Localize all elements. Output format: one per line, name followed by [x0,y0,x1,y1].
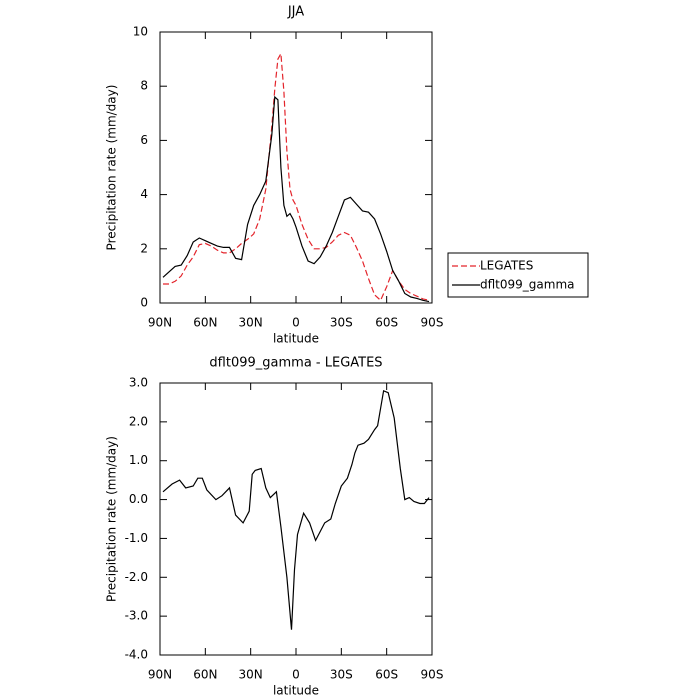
y-tick-label: 3.0 [129,376,148,390]
y-axis-label: Precipitation rate (mm/day) [105,436,119,602]
x-tick-label: 60N [193,668,217,682]
data-line [162,389,430,630]
x-tick-label: 30S [330,668,353,682]
legend-label: dflt099_gamma [480,278,575,292]
x-tick-label: 60S [375,668,398,682]
legend-box [447,252,589,298]
x-tick-label: 60S [375,316,398,330]
y-tick-label: 1.0 [129,453,148,467]
data-line [163,51,430,302]
x-axis-label: latitude [273,332,319,346]
legend: LEGATES dflt099_gamma [447,252,589,298]
y-tick-label: 6 [140,133,148,147]
y-tick-label: -3.0 [125,609,148,623]
x-tick-label: 90N [148,316,172,330]
chart-title: dflt099_gamma - LEGATES [209,356,382,371]
y-tick-label: -2.0 [125,570,148,584]
y-axis-label: Precipitation rate (mm/day) [105,85,119,251]
y-tick-label: 2.0 [129,414,148,428]
x-tick-label: 0 [292,668,300,682]
x-tick-label: 30S [330,316,353,330]
x-tick-label: 0 [292,316,300,330]
plot-frame [159,382,433,656]
y-tick-label: 8 [140,79,148,93]
y-tick-label: -4.0 [125,648,148,662]
x-tick-label: 90S [421,316,444,330]
x-tick-label: 90S [421,668,444,682]
legend-label: LEGATES [480,259,533,273]
y-tick-label: 2 [140,241,148,255]
x-tick-label: 60N [193,316,217,330]
x-tick-label: 30N [239,668,263,682]
y-tick-label: 4 [140,187,148,201]
x-tick-label: 90N [148,668,172,682]
y-tick-label: -1.0 [125,531,148,545]
x-tick-label: 30N [239,316,263,330]
chart-title: JJA [287,5,304,20]
y-tick-label: 10 [133,25,148,39]
y-tick-label: 0.0 [129,492,148,506]
data-line [162,95,430,303]
x-axis-label: latitude [273,684,319,698]
plot-frame [159,31,433,304]
y-tick-label: 0 [140,296,148,310]
